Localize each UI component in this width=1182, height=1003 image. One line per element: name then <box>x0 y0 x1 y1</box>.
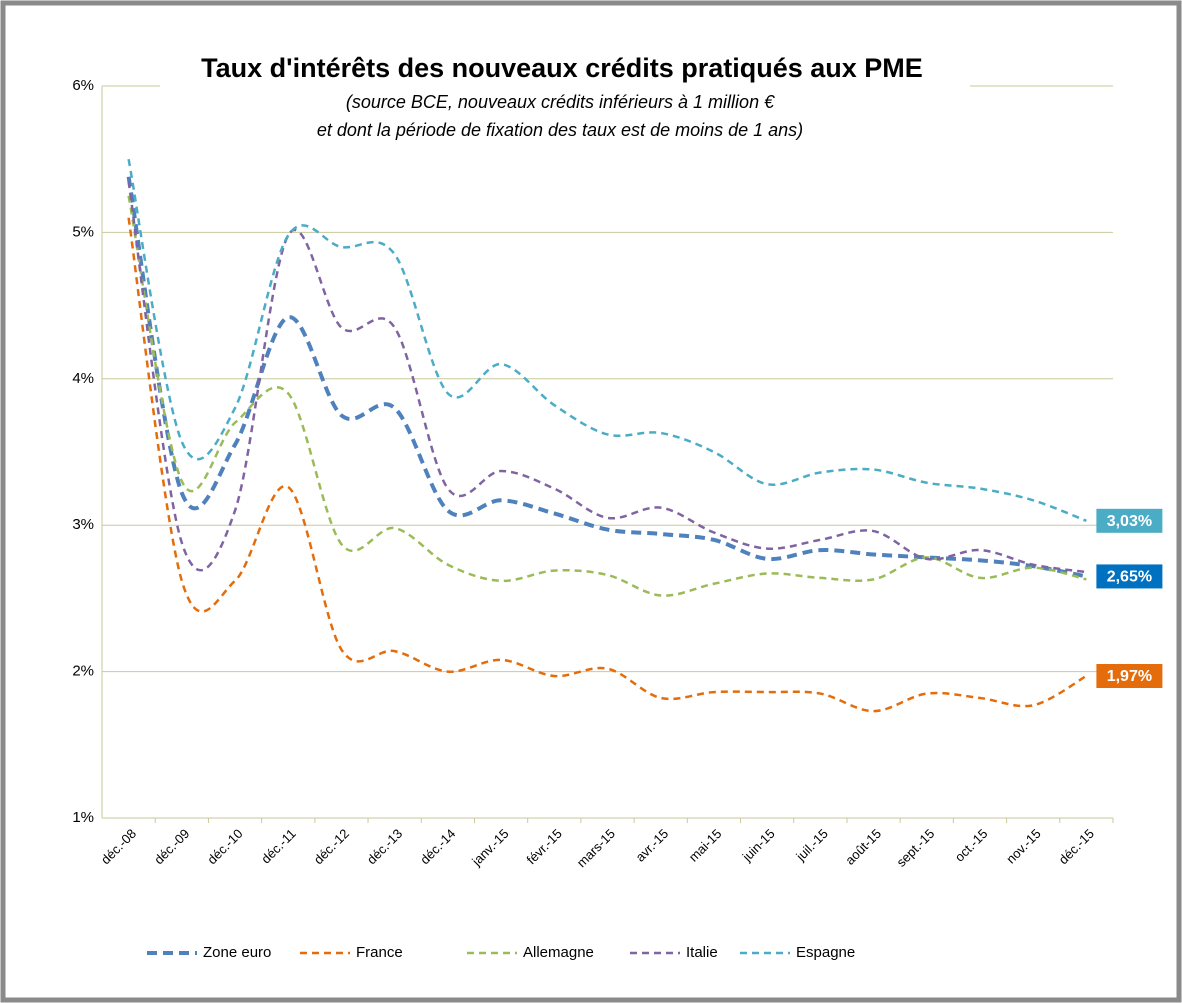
value-label-box <box>1096 564 1163 589</box>
value-label: 1,97% <box>1107 668 1152 685</box>
series-line <box>126 176 1087 579</box>
value-label: 2,65% <box>1107 569 1152 586</box>
series-line <box>127 217 1088 713</box>
chart-subtitle: et dont la période de fixation des taux … <box>317 120 803 140</box>
value-label-box <box>1096 508 1163 533</box>
y-tick-label: 1% <box>72 809 94 826</box>
legend-label: Zone euro <box>203 944 271 961</box>
legend-label: Allemagne <box>523 944 594 961</box>
y-tick-label: 4% <box>72 370 94 387</box>
value-label-box <box>1096 663 1163 688</box>
legend-label: Espagne <box>796 944 855 961</box>
series-line <box>127 180 1087 574</box>
chart-subtitle: (source BCE, nouveaux crédits inférieurs… <box>346 92 775 112</box>
value-label: 3,03% <box>1107 513 1152 530</box>
y-tick-label: 5% <box>72 223 94 240</box>
legend-label: Italie <box>686 944 718 961</box>
title-background <box>160 50 970 90</box>
y-tick-label: 2% <box>72 663 94 680</box>
y-tick-label: 6% <box>72 77 94 94</box>
y-tick-label: 3% <box>72 516 94 533</box>
chart-title: Taux d'intérêts des nouveaux crédits pra… <box>201 53 923 83</box>
series-line <box>127 158 1087 522</box>
series-line <box>127 195 1087 597</box>
legend-label: France <box>356 944 403 961</box>
